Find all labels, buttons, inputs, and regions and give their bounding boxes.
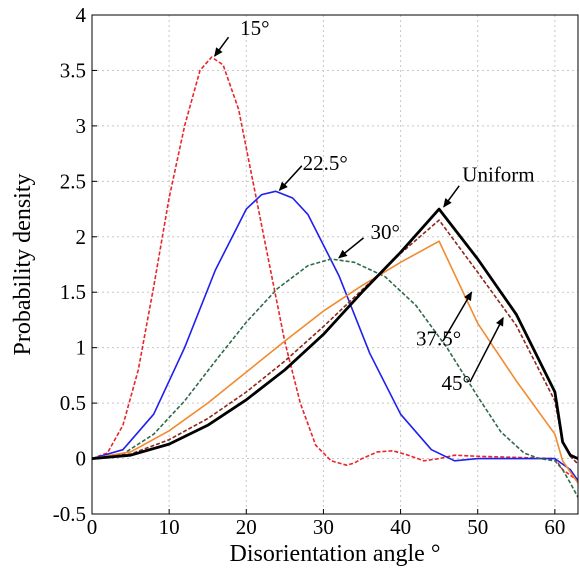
series-line-2 xyxy=(91,258,579,498)
y-tick-label: -0.5 xyxy=(53,502,86,526)
annotation-arrow xyxy=(443,185,460,208)
annotation-label: Uniform xyxy=(462,162,534,186)
y-tick-label: 3 xyxy=(76,114,87,138)
x-tick-label: 0 xyxy=(87,515,98,539)
series-line-4 xyxy=(91,219,579,465)
y-tick-label: 1.5 xyxy=(60,280,86,304)
grid xyxy=(91,14,578,515)
annotation-arrow xyxy=(442,291,473,342)
annotation-arrow xyxy=(214,36,230,57)
x-tick-label: 40 xyxy=(390,515,411,539)
y-tick-label: 2.5 xyxy=(60,169,86,193)
annotation-arrow xyxy=(469,316,504,383)
annotation-label: 37.5° xyxy=(416,326,461,350)
annotations: 15° 22.5° 30° Uniform 37.5° 45° xyxy=(214,16,535,395)
annotation-label: 30° xyxy=(370,220,399,244)
ticks: 0 10 20 30 40 50 60-0.500.511.522.533.54 xyxy=(53,3,566,539)
annotation-arrow xyxy=(338,237,365,259)
annotation-label: 22.5° xyxy=(303,151,348,175)
y-tick-label: 0 xyxy=(76,447,87,471)
series-group xyxy=(91,56,579,498)
x-tick-label: 10 xyxy=(159,515,180,539)
annotation-label: 45° xyxy=(441,371,470,395)
y-tick-label: 3.5 xyxy=(60,58,86,82)
series-line-0 xyxy=(91,56,579,482)
series-line-1 xyxy=(91,190,579,482)
series-line-5 xyxy=(91,207,579,460)
y-tick-label: 4 xyxy=(76,3,87,27)
x-tick-label: 60 xyxy=(544,515,565,539)
annotation-label: 15° xyxy=(240,16,269,40)
x-tick-label: 30 xyxy=(313,515,334,539)
y-tick-label: 1 xyxy=(76,336,87,360)
y-tick-label: 0.5 xyxy=(60,391,86,415)
plot-frame xyxy=(91,14,579,515)
x-tick-label: 20 xyxy=(236,515,257,539)
y-axis-label: Probability density xyxy=(10,174,36,356)
y-tick-label: 2 xyxy=(76,225,87,249)
x-axis-label: Disorientation angle ° xyxy=(230,541,441,567)
x-tick-label: 50 xyxy=(467,515,488,539)
annotation-arrow xyxy=(278,165,303,191)
